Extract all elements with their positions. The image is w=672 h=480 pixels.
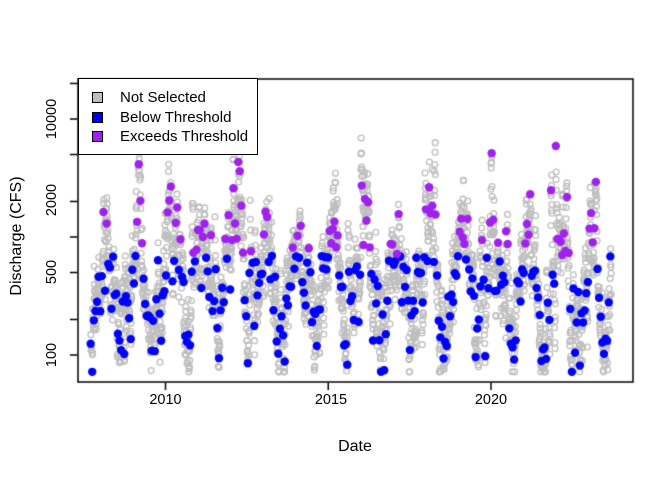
legend-item-not-selected: Not Selected <box>79 88 257 108</box>
x-axis-title: Date <box>338 438 372 455</box>
legend-item-label: Exceeds Threshold <box>120 128 249 145</box>
exceeds-threshold-swatch-icon <box>92 131 103 142</box>
y-tick-label-500: 500 <box>44 259 60 285</box>
x-tick-label-2015: 2015 <box>314 392 348 408</box>
x-tick-label-2010: 2010 <box>149 392 182 408</box>
legend-item-exceeds-threshold: Exceeds Threshold <box>79 127 257 147</box>
legend-item-label: Not Selected <box>120 89 206 106</box>
legend: Not Selected Below Threshold Exceeds Thr… <box>78 78 258 155</box>
x-tick-label-2020: 2020 <box>474 392 508 408</box>
y-tick-label-2000: 2000 <box>44 183 60 217</box>
y-tick-label-10000: 10000 <box>44 98 60 140</box>
not-selected-swatch-icon <box>92 92 103 103</box>
legend-item-label: Below Threshold <box>120 108 232 126</box>
y-axis-title: Discharge (CFS) <box>8 176 25 296</box>
legend-item-below-threshold: Below Threshold <box>79 107 257 127</box>
below-threshold-swatch-icon <box>92 111 103 123</box>
y-tick-label-100: 100 <box>44 342 60 368</box>
